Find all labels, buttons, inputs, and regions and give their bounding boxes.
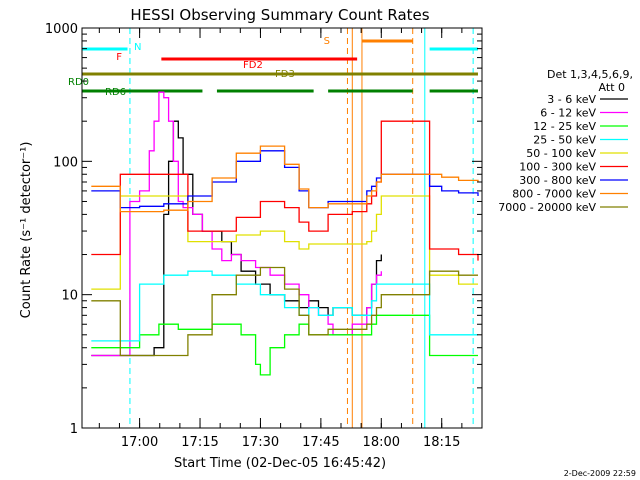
series-line-100-300-kev — [91, 120, 479, 261]
legend-entry-label: 25 - 50 keV — [533, 134, 596, 147]
legend-entry-label: 3 - 6 keV — [547, 93, 596, 106]
flag-label-rd0: RD0 — [68, 77, 89, 88]
footer-timestamp: 2-Dec-2009 22:59 — [564, 469, 636, 478]
legend-entry-label: 7000 - 20000 keV — [498, 201, 596, 214]
axes: 1 10 100 1000 17:00 17:15 17:30 17:45 18:00 18:15 — [45, 22, 483, 450]
series-line-25-50-kev — [91, 270, 478, 342]
x-tick-label: 17:45 — [302, 435, 339, 450]
x-axis-label: Start Time (02-Dec-05 16:45:42) — [174, 456, 386, 471]
y-tick-label: 1000 — [45, 22, 78, 37]
legend-entry-label: 6 - 12 keV — [540, 107, 596, 120]
legend-entry-label: 800 - 7000 keV — [512, 188, 596, 201]
flag-label-fd2: FD2 — [243, 60, 263, 71]
flag-label-rd6: RD6 — [105, 87, 126, 98]
flag-label-fd3: FD3 — [275, 69, 295, 80]
legend-header-attenuator: Att 0 — [599, 81, 625, 94]
legend-entry-label: 12 - 25 keV — [533, 120, 596, 133]
legend-header-detectors: Det 1,3,4,5,6,9, — [547, 68, 633, 81]
x-tick-label: 17:30 — [242, 435, 279, 450]
x-tick-label: 17:00 — [121, 435, 158, 450]
x-tick-label: 17:15 — [181, 435, 218, 450]
y-tick-label: 1 — [70, 422, 78, 437]
legend-entry-label: 300 - 800 keV — [519, 174, 596, 187]
legend-entry-label: 100 - 300 keV — [519, 161, 596, 174]
y-axis-label: Count Rate (s⁻¹ detector⁻¹) — [19, 142, 34, 319]
flag-label-s: S — [324, 36, 330, 47]
y-tick-label: 100 — [53, 155, 78, 170]
plot-frame — [81, 27, 483, 429]
x-tick-label: 18:15 — [423, 435, 460, 450]
plot-area: N F FD2 S FD3 RD0 RD6 — [68, 28, 479, 428]
x-tick-label: 18:00 — [363, 435, 400, 450]
flag-label-f: F — [116, 52, 122, 63]
series-line-12-25-kev — [91, 314, 478, 376]
chart-title: HESSI Observing Summary Count Rates — [130, 6, 429, 24]
flag-label-n: N — [134, 42, 141, 53]
series-line-7000-20000-kev — [91, 266, 478, 357]
series-line-800-7000-kev — [91, 145, 479, 213]
y-tick-label: 10 — [61, 289, 78, 304]
legend-entry-label: 50 - 100 keV — [526, 147, 596, 160]
